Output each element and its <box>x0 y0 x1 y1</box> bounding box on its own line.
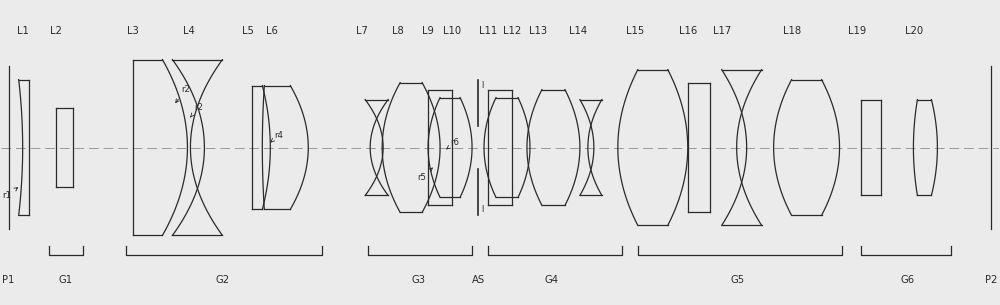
Text: G2: G2 <box>215 275 229 285</box>
Text: r2: r2 <box>191 103 203 117</box>
Text: L6: L6 <box>266 26 278 36</box>
Text: l: l <box>481 81 483 90</box>
Text: P1: P1 <box>2 275 15 285</box>
Text: L11: L11 <box>479 26 497 36</box>
Text: G1: G1 <box>59 275 73 285</box>
Text: r4: r4 <box>271 131 283 142</box>
Text: L17: L17 <box>713 26 731 36</box>
Text: L7: L7 <box>356 26 368 36</box>
Text: AS: AS <box>471 275 485 285</box>
Text: G5: G5 <box>731 275 745 285</box>
Text: L5: L5 <box>242 26 254 36</box>
Text: P2: P2 <box>985 275 998 285</box>
Text: L14: L14 <box>569 26 587 36</box>
Text: L20: L20 <box>905 26 923 36</box>
Text: G4: G4 <box>545 275 559 285</box>
Text: L2: L2 <box>50 26 62 36</box>
Text: r2: r2 <box>176 85 190 102</box>
Text: L8: L8 <box>392 26 404 36</box>
Text: L1: L1 <box>17 26 29 36</box>
Text: L16: L16 <box>679 26 697 36</box>
Text: l: l <box>481 205 483 214</box>
Text: L15: L15 <box>626 26 644 36</box>
Text: L3: L3 <box>127 26 138 36</box>
Text: L10: L10 <box>443 26 461 36</box>
Text: L4: L4 <box>183 26 194 36</box>
Text: G3: G3 <box>411 275 425 285</box>
Text: L13: L13 <box>529 26 547 36</box>
Text: r5: r5 <box>418 168 432 182</box>
Text: L12: L12 <box>503 26 521 36</box>
Text: L9: L9 <box>422 26 434 36</box>
Text: L18: L18 <box>783 26 801 36</box>
Text: G6: G6 <box>900 275 914 285</box>
Text: L19: L19 <box>848 26 867 36</box>
Text: r6: r6 <box>447 138 460 149</box>
Text: r1: r1 <box>2 188 18 200</box>
